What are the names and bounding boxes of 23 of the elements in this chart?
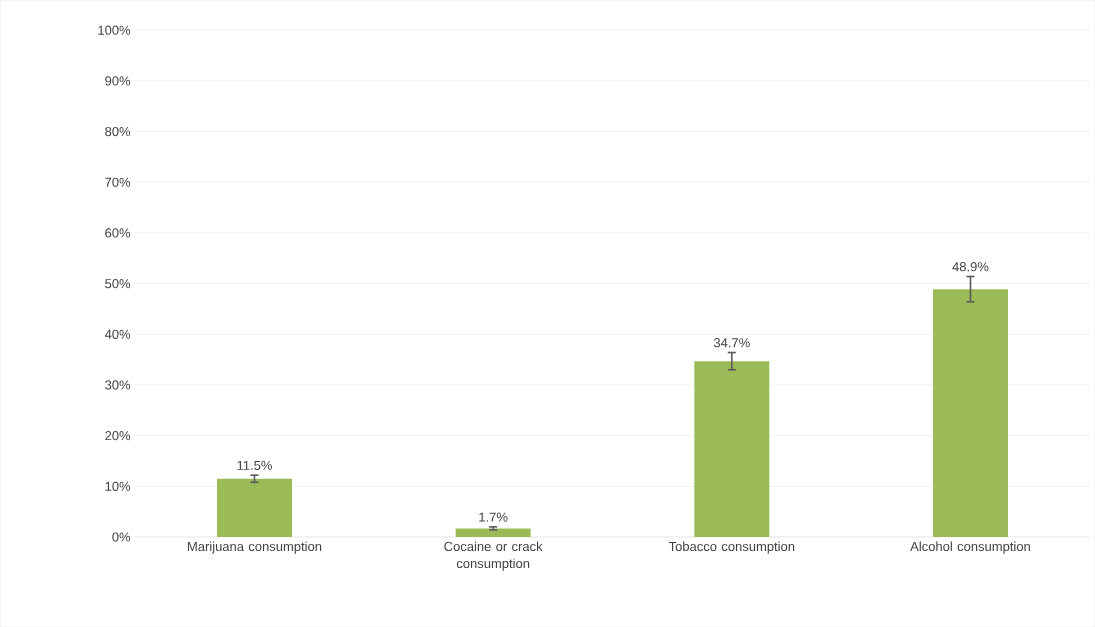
y-tick-label: 80%	[105, 126, 131, 137]
y-tick-label: 70%	[105, 177, 131, 187]
y-tick-label: 100%	[98, 25, 131, 35]
x-tick-label: Tobacco consumption	[668, 541, 795, 554]
bar	[694, 361, 770, 537]
y-tick-label: 90%	[105, 76, 131, 86]
y-tick-label: 10%	[105, 481, 131, 491]
x-tick-label: Cocaine or crack consumption	[444, 541, 543, 571]
y-tick-label: 60%	[105, 228, 131, 238]
bar	[932, 289, 1008, 537]
data-label: 11.5%	[237, 460, 272, 470]
x-tick-label: Marijuana consumption	[188, 541, 322, 554]
x-tick-label: Alcohol consumption	[910, 541, 1030, 554]
y-tick-label: 30%	[105, 380, 131, 390]
y-tick-label: 0%	[112, 532, 131, 542]
data-label: 48.9%	[952, 262, 989, 272]
data-label: 1.7%	[479, 512, 508, 522]
y-tick-label: 20%	[105, 430, 131, 441]
y-tick-label: 50%	[105, 278, 131, 289]
bar	[217, 478, 292, 537]
bar	[455, 528, 531, 537]
data-label: 34.7%	[713, 338, 750, 348]
y-tick-label: 40%	[104, 329, 131, 339]
